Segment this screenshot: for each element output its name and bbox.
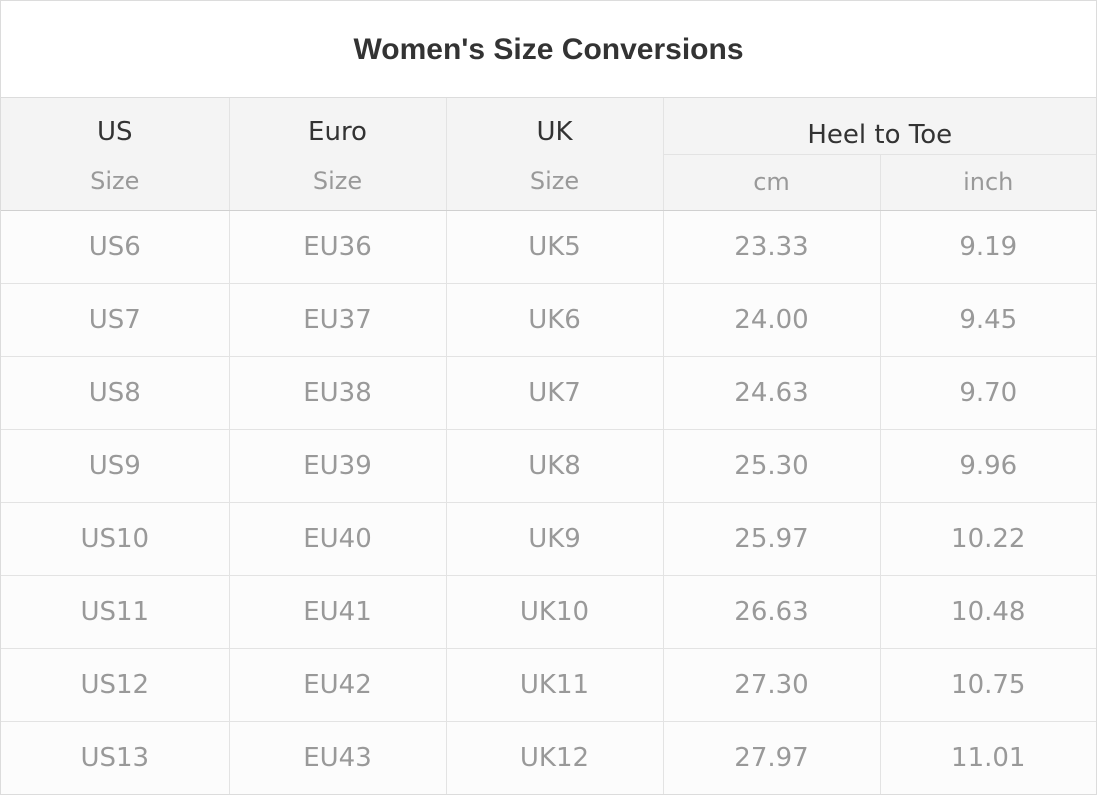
header-subrow: cm inch [1,153,1097,211]
cell-uk: UK7 [445,355,664,430]
size-conversion-table: US Size Euro Size UK Size Heel to Toe cm… [1,98,1097,794]
header-us-label: US [96,116,133,147]
cell-uk: UK10 [445,574,664,649]
cell-inch: 9.96 [879,428,1097,503]
cell-uk: UK9 [445,501,664,576]
table-row: US12 EU42 UK11 27.30 10.75 [1,647,1097,722]
cell-us: US7 [1,282,230,357]
header-heel-to-toe: Heel to Toe [662,98,1097,155]
table-row: US6 EU36 UK5 23.33 9.19 [1,209,1097,284]
table-title: Women's Size Conversions [1,1,1096,98]
header-uk-label: UK [536,116,573,147]
header-euro-sublabel: Size [312,166,363,195]
cell-cm: 24.00 [662,282,881,357]
cell-us: US11 [1,574,230,649]
cell-us: US12 [1,647,230,722]
table-row: US9 EU39 UK8 25.30 9.96 [1,428,1097,503]
cell-cm: 26.63 [662,574,881,649]
cell-us: US9 [1,428,230,503]
cell-inch: 10.22 [879,501,1097,576]
cell-inch: 9.45 [879,282,1097,357]
cell-cm: 27.97 [662,720,881,794]
cell-us: US10 [1,501,230,576]
cell-us: US8 [1,355,230,430]
cell-eu: EU41 [228,574,447,649]
cell-inch: 9.70 [879,355,1097,430]
header-row: US Size Euro Size UK Size Heel to Toe [1,98,1097,211]
cell-cm: 23.33 [662,209,881,284]
cell-uk: UK6 [445,282,664,357]
table-row: US7 EU37 UK6 24.00 9.45 [1,282,1097,357]
cell-inch: 9.19 [879,209,1097,284]
cell-uk: UK8 [445,428,664,503]
header-cm: cm [663,153,881,211]
table-row: US10 EU40 UK9 25.97 10.22 [1,501,1097,576]
header-euro-label: Euro [308,116,367,147]
cell-eu: EU36 [228,209,447,284]
cell-us: US13 [1,720,230,794]
cell-inch: 10.75 [879,647,1097,722]
cell-eu: EU37 [228,282,447,357]
header-us-sublabel: Size [90,166,140,195]
cell-uk: UK11 [445,647,664,722]
cell-cm: 27.30 [662,647,881,722]
header-inch: inch [879,153,1097,211]
table-row: US13 EU43 UK12 27.97 11.01 [1,720,1097,794]
cell-eu: EU39 [228,428,447,503]
cell-eu: EU38 [228,355,447,430]
cell-us: US6 [1,209,230,284]
cell-cm: 24.63 [662,355,881,430]
cell-inch: 10.48 [879,574,1097,649]
table-row: US8 EU38 UK7 24.63 9.70 [1,355,1097,430]
cell-inch: 11.01 [879,720,1097,794]
cell-cm: 25.30 [662,428,881,503]
cell-eu: EU42 [228,647,447,722]
table-row: US11 EU41 UK10 26.63 10.48 [1,574,1097,649]
cell-cm: 25.97 [662,501,881,576]
header-us: US Size [1,98,230,211]
cell-uk: UK12 [445,720,664,794]
header-euro: Euro Size [228,98,447,211]
cell-uk: UK5 [445,209,664,284]
cell-eu: EU40 [228,501,447,576]
header-uk-sublabel: Size [529,166,580,195]
cell-eu: EU43 [228,720,447,794]
header-uk: UK Size [445,98,664,211]
